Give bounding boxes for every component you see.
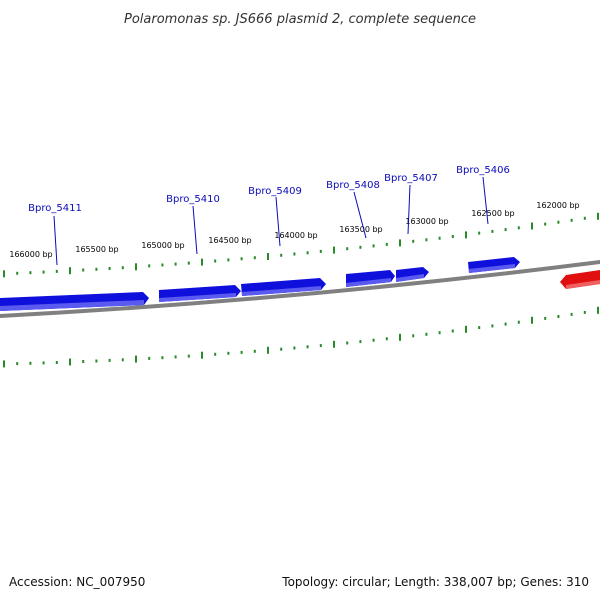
bp-label: 166000 bp [9, 250, 52, 259]
accession-text: Accession: NC_007950 [9, 575, 145, 589]
topology-summary: Topology: circular; Length: 338,007 bp; … [281, 575, 589, 589]
bp-label: 163000 bp [405, 217, 448, 226]
gene-leader-lines [53, 176, 489, 266]
gene-labels: Bpro_5411 Bpro_5410 Bpro_5409 Bpro_5408 … [28, 165, 510, 214]
leader-line [53, 215, 58, 266]
gene-arrow-reverse[interactable] [560, 270, 600, 289]
inner-tick-ring [3, 306, 599, 368]
gene-arrows [0, 257, 600, 311]
gene-arrow-bpro-5407[interactable] [396, 267, 429, 282]
leader-line [407, 184, 411, 235]
bp-label: 165000 bp [141, 241, 184, 250]
gene-label-bpro-5410[interactable]: Bpro_5410 [166, 194, 220, 205]
gene-label-bpro-5407[interactable]: Bpro_5407 [384, 173, 438, 184]
bp-labels: 166000 bp 165500 bp 165000 bp 164500 bp … [9, 201, 579, 259]
bp-label: 162500 bp [471, 209, 514, 218]
gene-arrow-bpro-5410[interactable] [159, 285, 241, 302]
gene-label-bpro-5406[interactable]: Bpro_5406 [456, 165, 510, 176]
outer-tick-ring [3, 212, 599, 278]
bp-label: 162000 bp [536, 201, 579, 210]
gene-arrow-bpro-5409[interactable] [241, 278, 326, 296]
gene-label-bpro-5411[interactable]: Bpro_5411 [28, 203, 82, 214]
bp-label: 165500 bp [75, 245, 118, 254]
leader-line [192, 205, 198, 255]
bp-label: 164500 bp [208, 236, 251, 245]
map-title: Polaromonas sp. JS666 plasmid 2, complet… [124, 12, 476, 27]
plasmid-backbone [0, 260, 600, 318]
bp-label: 163500 bp [339, 225, 382, 234]
gene-label-bpro-5409[interactable]: Bpro_5409 [248, 186, 302, 197]
leader-line [353, 191, 367, 239]
gene-arrow-bpro-5406[interactable] [468, 257, 520, 273]
leader-line [482, 176, 489, 225]
leader-line [275, 196, 281, 247]
gene-label-bpro-5408[interactable]: Bpro_5408 [326, 180, 380, 191]
bp-label: 164000 bp [274, 231, 317, 240]
gene-arrow-bpro-5408[interactable] [346, 270, 395, 287]
gene-arrow-bpro-5411[interactable] [0, 292, 149, 311]
